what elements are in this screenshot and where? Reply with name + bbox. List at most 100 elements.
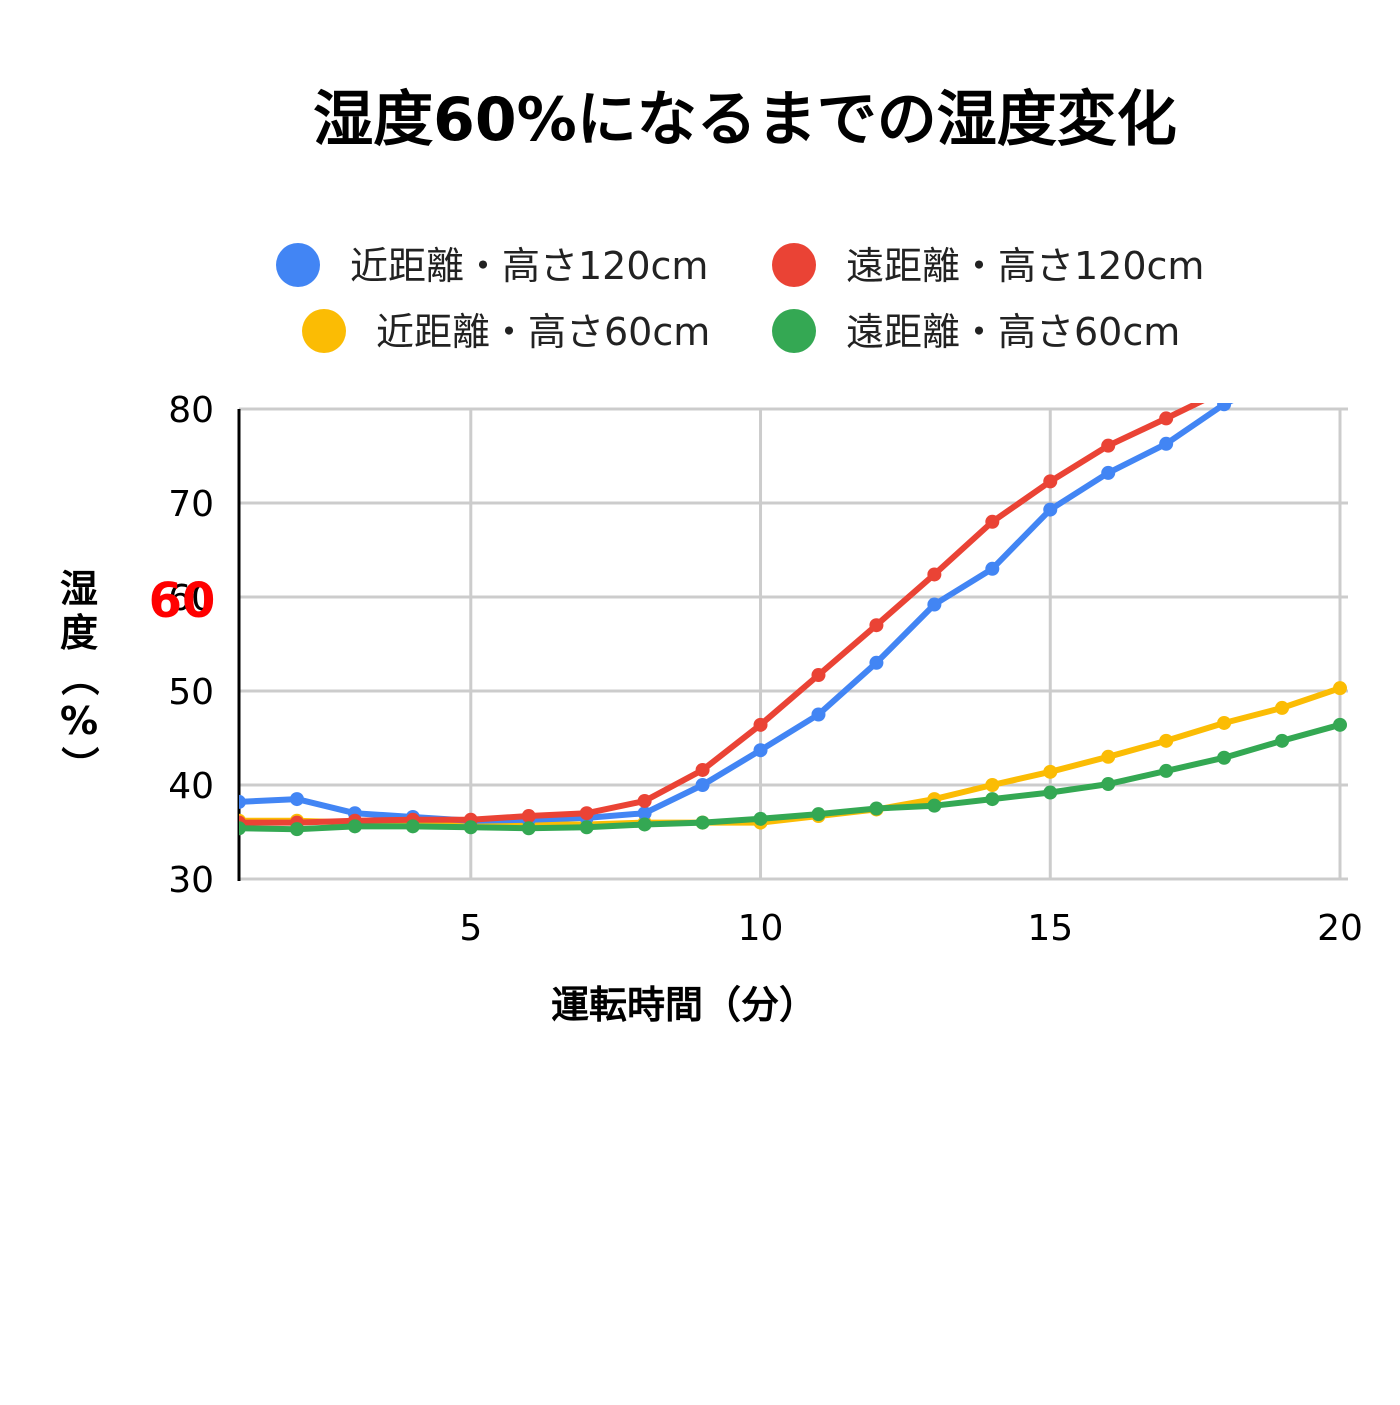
y-tick-label-80: 80 — [168, 390, 214, 431]
y-axis-label-char: % — [60, 699, 98, 743]
data-point-s1-x7 — [579, 806, 594, 821]
data-point-s0-x9 — [695, 778, 710, 792]
data-point-s3-x14 — [985, 792, 1000, 807]
series-line-2 — [239, 685, 1343, 828]
data-point-s2-x14 — [985, 778, 1000, 792]
legend-label-0: 近距離・高さ120cm — [350, 244, 708, 288]
data-point-s3-x16 — [1101, 777, 1116, 792]
data-point-s1-x15 — [1043, 474, 1058, 489]
data-point-s3-x1 — [239, 821, 246, 836]
x-tick-label-15: 15 — [1027, 908, 1073, 949]
data-point-s2-x20 — [1333, 681, 1347, 696]
data-point-s1-x20 — [1333, 327, 1347, 341]
x-axis-label: 運転時間（分） — [551, 983, 817, 1027]
data-point-s2-x18 — [1217, 715, 1232, 730]
data-point-s0-x8 — [637, 806, 652, 821]
y-axis-label-char: （ — [57, 658, 101, 696]
data-point-s0-x1 — [239, 794, 246, 809]
data-point-s2-x15 — [1043, 764, 1058, 779]
y-tick-label-50: 50 — [168, 672, 214, 713]
legend-label-3: 遠距離・高さ60cm — [846, 310, 1180, 354]
data-point-s3-x10 — [753, 811, 768, 826]
data-point-s1-x12 — [869, 618, 884, 633]
data-point-s1-x18 — [1217, 383, 1231, 397]
series-line-1 — [239, 403, 1205, 826]
y-tick-label-60: 60 — [168, 578, 214, 619]
series-line-3 — [239, 721, 1343, 833]
data-point-s0-x16 — [1101, 465, 1116, 480]
series-layer — [239, 327, 1347, 837]
data-point-s1-x6 — [521, 809, 536, 824]
data-point-s0-x17 — [1159, 436, 1174, 451]
data-point-s1-x8 — [637, 793, 652, 808]
series-1 — [239, 327, 1347, 830]
data-point-s3-x17 — [1159, 763, 1174, 778]
y-highlight-label: 60 — [149, 573, 216, 629]
legend-swatch-2 — [302, 309, 346, 353]
data-point-s0-x20 — [1333, 336, 1347, 350]
data-point-s0-x10 — [753, 743, 768, 758]
data-point-s3-x8 — [637, 817, 652, 832]
data-point-s0-x13 — [927, 597, 942, 612]
legend-label-2: 近距離・高さ60cm — [376, 310, 710, 354]
legend-swatch-1 — [772, 243, 816, 287]
axis-labels: 運転時間（分） 湿度（%） 60 — [57, 567, 817, 1027]
legend-item-0: 近距離・高さ120cm — [276, 243, 708, 288]
legend-item-1: 遠距離・高さ120cm — [772, 243, 1204, 288]
data-point-s2-x17 — [1159, 733, 1174, 748]
data-point-s1-x19 — [1275, 355, 1289, 369]
data-point-s0-x19 — [1275, 369, 1289, 383]
data-point-s1-x9 — [695, 762, 710, 777]
data-point-s3-x15 — [1043, 785, 1058, 800]
legend-swatch-3 — [772, 309, 816, 353]
data-point-s3-x9 — [695, 815, 710, 830]
data-point-s0-x2 — [289, 792, 304, 807]
axes: 30 40 50 60 70 80 5 10 15 20 — [168, 390, 1363, 949]
x-tick-label-5: 5 — [459, 908, 482, 949]
data-point-s1-x17 — [1159, 411, 1174, 426]
y-axis-label-char: 度 — [60, 611, 98, 655]
data-point-s3-x13 — [927, 798, 942, 813]
data-point-s3-x18 — [1217, 750, 1232, 765]
x-tick-label-20: 20 — [1317, 908, 1363, 949]
data-point-s3-x3 — [347, 819, 362, 834]
y-axis-label-char: ） — [57, 746, 101, 784]
data-point-s3-x11 — [811, 807, 826, 822]
data-point-s3-x20 — [1333, 717, 1347, 732]
y-tick-label-70: 70 — [168, 484, 214, 525]
x-tick-label-10: 10 — [738, 908, 784, 949]
data-point-s2-x19 — [1275, 700, 1290, 715]
data-point-s1-x11 — [811, 668, 826, 683]
y-axis-label: 湿度（%） — [57, 567, 101, 784]
data-point-s1-x16 — [1101, 438, 1116, 453]
data-point-s3-x2 — [289, 822, 304, 837]
y-axis-label-char: 湿 — [60, 567, 98, 611]
y-tick-label-30: 30 — [168, 860, 214, 901]
chart-title: 湿度60%になるまでの湿度変化 — [313, 85, 1177, 155]
data-point-s3-x19 — [1275, 733, 1290, 748]
data-point-s1-x13 — [927, 567, 942, 582]
data-point-s3-x7 — [579, 820, 594, 835]
grid — [239, 407, 1348, 881]
data-point-s3-x6 — [521, 821, 536, 836]
data-point-s3-x4 — [405, 819, 420, 834]
y-tick-label-40: 40 — [168, 766, 214, 807]
data-point-s1-x10 — [753, 717, 768, 732]
legend: 近距離・高さ120cm 遠距離・高さ120cm 近距離・高さ60cm 遠距離・高さ60… — [276, 243, 1204, 354]
legend-item-2: 近距離・高さ60cm — [302, 309, 710, 354]
data-point-s0-x12 — [869, 655, 884, 670]
data-point-s0-x15 — [1043, 502, 1058, 517]
data-point-s2-x16 — [1101, 749, 1116, 764]
data-point-s0-x11 — [811, 707, 826, 722]
data-point-s1-x14 — [985, 514, 1000, 529]
legend-item-3: 遠距離・高さ60cm — [772, 309, 1180, 354]
data-point-s3-x12 — [869, 801, 884, 816]
legend-label-1: 遠距離・高さ120cm — [846, 244, 1204, 288]
data-point-s3-x5 — [463, 820, 478, 835]
legend-swatch-0 — [276, 243, 320, 287]
data-point-s0-x14 — [985, 561, 1000, 576]
data-point-s0-x18 — [1217, 403, 1232, 412]
series-3 — [239, 717, 1347, 837]
